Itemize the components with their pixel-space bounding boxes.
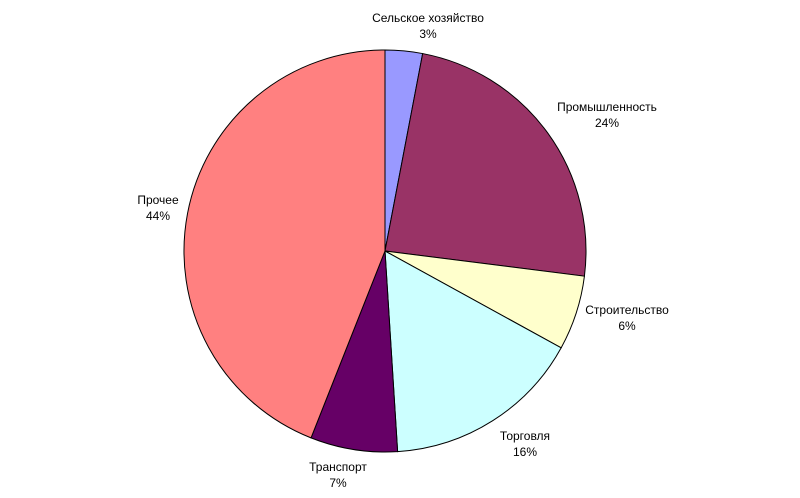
pie-slice-6 [183,49,386,439]
slice-percent-label-6: 44% [146,209,170,223]
slice-category-label-2: Промышленность [557,100,657,114]
slice-percent-label-2: 24% [595,116,619,130]
pie-slices [183,49,587,453]
slice-category-label-4: Торговля [500,429,550,443]
slice-category-label-5: Транспорт [309,460,367,474]
slice-category-label-1: Сельское хозяйство [372,11,484,25]
slice-percent-label-3: 6% [618,319,636,333]
slice-percent-label-5: 7% [329,476,347,490]
slice-percent-label-1: 3% [419,27,437,41]
pie-slice-4 [384,250,562,453]
pie-slice-2 [384,52,587,277]
pie-labels: Сельское хозяйство 3% Промышленность 24% Стр… [137,11,669,490]
slice-category-label-6: Прочее [137,193,179,207]
slice-category-label-3: Строительство [585,303,669,317]
slice-percent-label-4: 16% [513,445,537,459]
